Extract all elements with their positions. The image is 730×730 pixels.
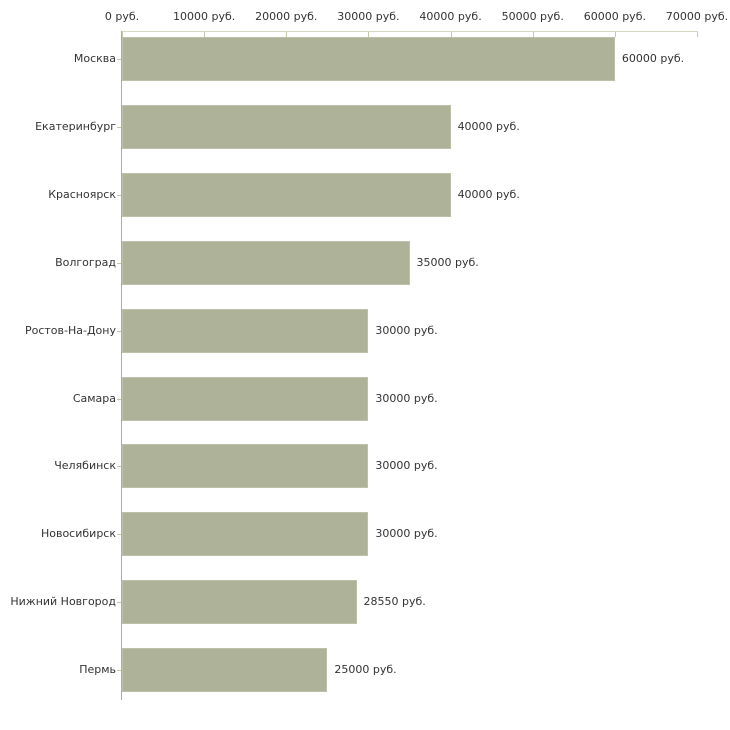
category-label: Пермь xyxy=(79,663,116,677)
bar xyxy=(122,444,369,489)
x-axis-tick xyxy=(697,32,698,37)
bar xyxy=(122,580,357,625)
x-tick-label: 60000 руб. xyxy=(583,10,646,23)
bar-value-label: 30000 руб. xyxy=(375,527,438,541)
category-label: Челябинск xyxy=(54,459,116,473)
x-axis-tick xyxy=(532,32,534,37)
y-axis-tick xyxy=(117,398,121,400)
y-axis-tick xyxy=(117,670,121,672)
category-label: Волгоград xyxy=(55,255,116,269)
y-axis-tick xyxy=(117,330,121,332)
bar-value-label: 30000 руб. xyxy=(375,459,438,473)
y-axis-tick xyxy=(117,126,121,128)
x-axis-tick xyxy=(286,32,288,37)
x-axis-tick xyxy=(614,32,616,37)
x-tick-label: 30000 руб. xyxy=(337,10,400,23)
y-axis-tick xyxy=(117,602,121,604)
bar-value-label: 40000 руб. xyxy=(457,119,520,133)
category-label: Новосибирск xyxy=(40,527,116,541)
bar xyxy=(122,648,328,693)
bar xyxy=(122,172,451,217)
x-tick-label: 40000 руб. xyxy=(419,10,482,23)
x-axis-tick xyxy=(204,32,206,37)
bar xyxy=(122,512,369,557)
category-label: Москва xyxy=(73,52,116,65)
bar xyxy=(122,104,451,149)
y-axis-line xyxy=(121,31,122,700)
x-tick-label: 50000 руб. xyxy=(501,10,564,23)
x-axis-line xyxy=(122,31,698,32)
bar xyxy=(122,37,615,81)
category-label: Екатеринбург xyxy=(35,119,116,133)
x-tick-label: 20000 руб. xyxy=(255,10,318,23)
category-label: Красноярск xyxy=(48,187,116,201)
y-axis-tick xyxy=(117,466,121,468)
category-label: Нижний Новгород xyxy=(10,595,116,609)
y-axis-tick xyxy=(117,262,121,264)
y-axis-tick xyxy=(117,534,121,536)
bar-value-label: 30000 руб. xyxy=(375,323,438,337)
x-tick-label: 0 руб. xyxy=(104,10,140,23)
y-axis-tick xyxy=(117,194,121,196)
x-axis-tick xyxy=(450,32,452,37)
category-label: Ростов-На-Дону xyxy=(24,323,116,337)
bar xyxy=(122,376,369,421)
bar-value-label: 28550 руб. xyxy=(363,595,426,609)
bar-value-label: 60000 руб. xyxy=(621,52,685,65)
x-axis-tick xyxy=(368,32,370,37)
bar xyxy=(122,240,410,285)
x-tick-label: 10000 руб. xyxy=(173,10,236,23)
category-label: Самара xyxy=(72,391,116,405)
bar-value-label: 30000 руб. xyxy=(375,391,438,405)
bar-value-label: 25000 руб. xyxy=(334,663,397,677)
bar-value-label: 40000 руб. xyxy=(457,187,520,201)
bar-value-label: 35000 руб. xyxy=(416,255,479,269)
x-tick-label: 70000 руб. xyxy=(665,10,729,23)
y-axis-tick xyxy=(117,59,121,60)
bar xyxy=(122,308,369,353)
x-axis-tick xyxy=(122,32,123,37)
